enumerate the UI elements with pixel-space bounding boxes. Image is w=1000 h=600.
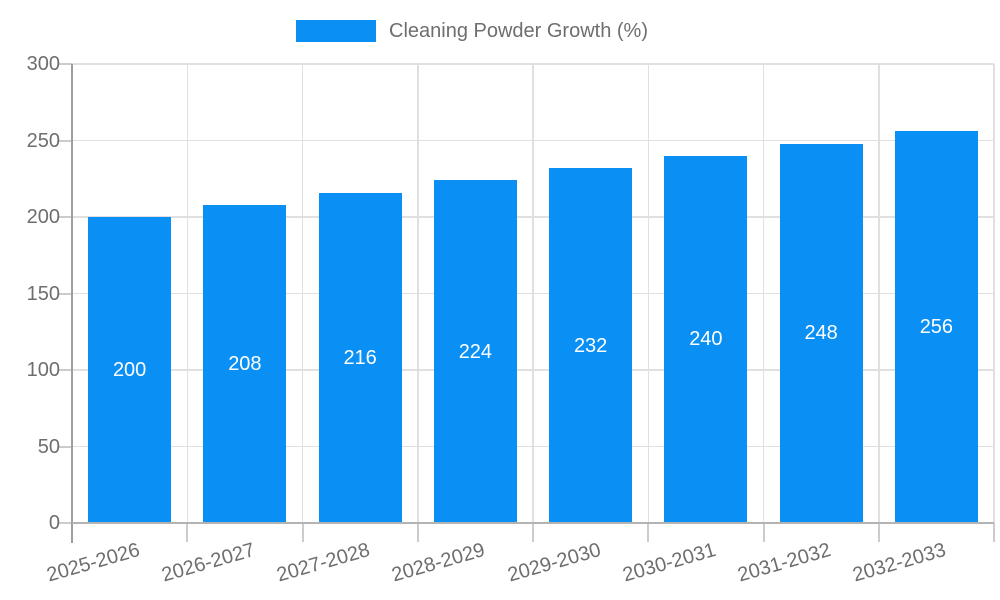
x-axis-tick [762, 523, 765, 542]
v-gridline [532, 64, 534, 523]
y-axis-tick [58, 139, 72, 142]
bar-value-label: 216 [343, 346, 377, 369]
y-axis-label: 300 [26, 53, 60, 75]
y-axis-line [71, 64, 73, 543]
v-gridline [762, 64, 765, 523]
bar [549, 168, 633, 522]
y-axis-tick [58, 63, 72, 65]
v-gridline [993, 64, 995, 523]
x-axis-tick [877, 523, 880, 542]
v-gridline [417, 64, 419, 523]
x-axis-line [72, 522, 994, 524]
chart-legend: Cleaning Powder Growth (%) [296, 20, 648, 42]
x-axis-tick [416, 523, 419, 542]
y-axis-label: 150 [26, 282, 60, 305]
y-axis-label: 50 [37, 435, 60, 458]
x-axis-tick [301, 523, 304, 542]
y-axis-tick [58, 445, 72, 448]
x-axis-tick [532, 523, 534, 542]
x-axis-tick [993, 523, 995, 542]
bar-value-label: 256 [919, 316, 954, 339]
y-axis-label: 0 [48, 512, 60, 534]
h-gridline [72, 63, 994, 65]
y-axis-label: 250 [26, 129, 60, 152]
bar-value-label: 224 [458, 340, 493, 363]
bar-value-label: 200 [112, 359, 147, 381]
bar-value-label: 208 [228, 352, 262, 375]
v-gridline [301, 64, 304, 523]
v-gridline [647, 64, 649, 523]
bar [203, 204, 287, 522]
y-axis-label: 100 [26, 359, 60, 381]
v-gridline [878, 64, 880, 523]
legend-label: Cleaning Powder Growth (%) [389, 20, 648, 42]
y-axis-tick [58, 522, 72, 524]
bar [894, 131, 978, 522]
bar [433, 180, 517, 522]
x-axis-tick [647, 523, 650, 542]
y-axis-tick [58, 216, 72, 218]
v-gridline [186, 64, 188, 523]
x-axis-tick [186, 523, 189, 542]
y-axis-tick [58, 369, 72, 371]
bar [318, 192, 402, 522]
bar-value-label: 232 [573, 334, 608, 357]
bar-value-label: 248 [804, 322, 838, 345]
bar [664, 155, 748, 522]
y-axis-label: 200 [26, 206, 60, 228]
bar [779, 143, 863, 522]
bar [88, 217, 172, 522]
bar-value-label: 240 [689, 328, 723, 351]
legend-swatch [296, 20, 376, 42]
y-axis-tick [58, 292, 72, 295]
